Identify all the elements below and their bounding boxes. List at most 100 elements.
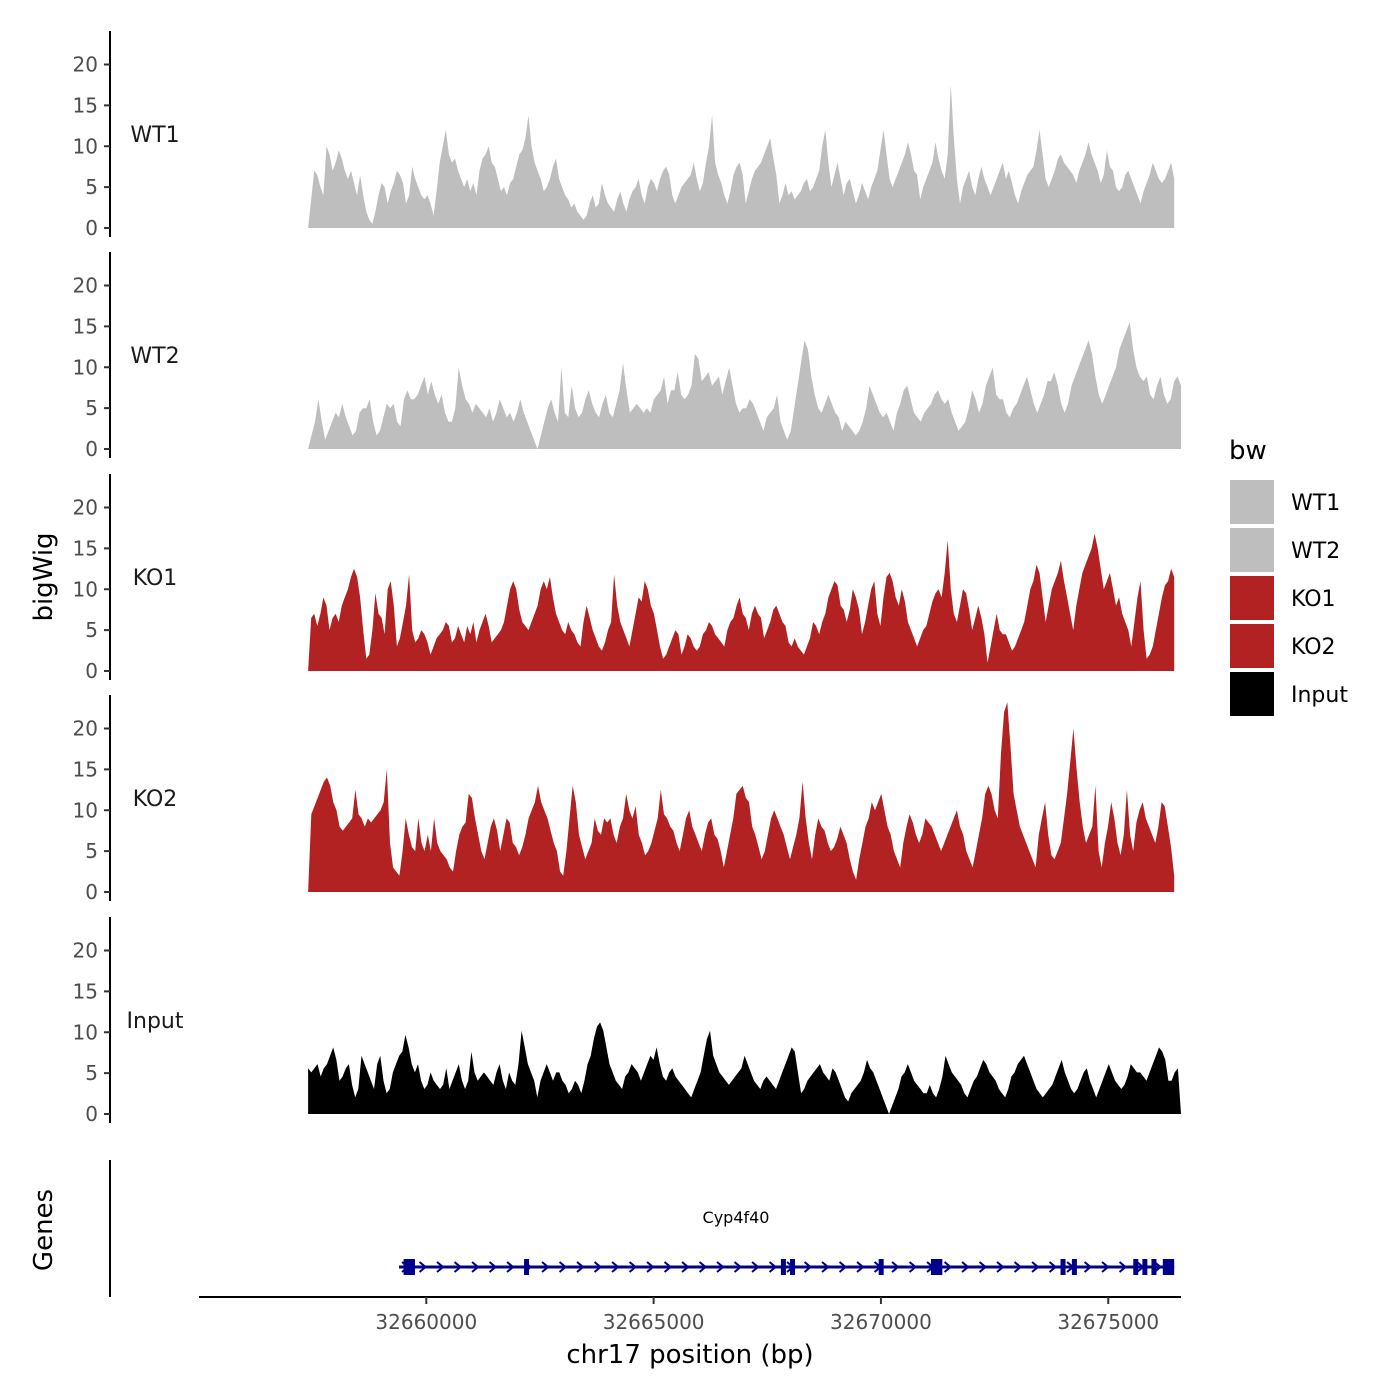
strand-arrow	[891, 1261, 900, 1273]
y-tick-label: 5	[85, 1061, 98, 1085]
gene-exon	[1142, 1259, 1148, 1275]
panel-label: KO2	[133, 787, 178, 812]
x-axis-title: chr17 position (bp)	[566, 1340, 813, 1370]
strand-arrow	[961, 1261, 970, 1273]
coverage-area-ko1	[308, 533, 1175, 671]
strand-arrow	[1118, 1261, 1128, 1273]
legend-label: KO1	[1291, 587, 1336, 612]
strand-arrow	[506, 1261, 515, 1273]
legend: bw WT1 WT2 KO1 KO2 Input	[1228, 436, 1348, 718]
legend-swatch-ko2	[1228, 622, 1276, 670]
x-axis-ticks: 32660000 32665000 32670000 32675000	[375, 1297, 1159, 1334]
y-tick-label: 20	[73, 939, 98, 963]
legend-swatch-wt1	[1228, 478, 1276, 526]
gene-model	[399, 1259, 1175, 1275]
strand-arrow	[1101, 1261, 1110, 1273]
coverage-area-ko2	[308, 702, 1175, 892]
y-tick-label: 20	[73, 274, 98, 298]
x-tick-label: 32660000	[375, 1310, 477, 1334]
gene-exon	[1151, 1259, 1157, 1275]
legend-swatch-ko1	[1228, 574, 1276, 622]
x-tick-label: 32675000	[1057, 1310, 1159, 1334]
y-tick-label: 20	[73, 53, 98, 77]
strand-arrow	[611, 1261, 620, 1273]
legend-label: WT2	[1291, 539, 1340, 564]
panel-wt1: 0 5 10 15 20 WT1	[73, 31, 1175, 240]
gene-exon	[524, 1259, 530, 1275]
y-tick-label: 15	[73, 757, 98, 781]
y-tick-label: 5	[85, 618, 98, 642]
panel-input: 0 5 10 15 20 Input	[73, 917, 1182, 1126]
strand-arrow	[978, 1261, 988, 1273]
strand-arrow	[943, 1261, 953, 1273]
y-tick-label: 10	[73, 798, 98, 822]
legend-label: WT1	[1291, 491, 1340, 516]
y-tick-label: 0	[85, 437, 98, 461]
y-tick-label: 0	[85, 1102, 98, 1126]
strand-arrow	[488, 1261, 498, 1273]
strand-arrow	[733, 1261, 743, 1273]
strand-arrow	[453, 1261, 463, 1273]
legend-label: KO2	[1291, 635, 1336, 660]
y-tick-label: 10	[73, 1020, 98, 1044]
x-tick-label: 32670000	[830, 1310, 932, 1334]
strand-arrow	[1013, 1261, 1023, 1273]
bigwig-panels: 0 5 10 15 20 WT1 0 5 10 15 20 WT2 0 5 10 15 20 KO1 0 5 10 15 2…	[73, 31, 1182, 1126]
panel-label: KO1	[133, 566, 178, 591]
panel-ko2: 0 5 10 15 20 KO2	[73, 695, 1175, 904]
y-tick-label: 10	[73, 355, 98, 379]
y-tick-label: 0	[85, 659, 98, 683]
legend-entries: WT1 WT2 KO1 KO2 Input	[1228, 478, 1348, 718]
strand-arrow	[418, 1261, 428, 1273]
gene-exon	[1060, 1259, 1066, 1275]
y-tick-label: 5	[85, 175, 98, 199]
x-axis: 32660000 32665000 32670000 32675000 chr17 p…	[199, 1296, 1181, 1370]
gene-exon	[930, 1259, 943, 1275]
strand-arrow	[1031, 1261, 1040, 1273]
y-axis-title: bigWig	[29, 532, 59, 621]
strand-arrow	[436, 1261, 445, 1273]
gene-exon	[1133, 1259, 1139, 1275]
gene-exon	[1071, 1259, 1077, 1275]
coverage-area-wt1	[308, 84, 1175, 229]
coverage-area-input	[308, 1022, 1182, 1114]
strand-arrow	[908, 1261, 918, 1273]
gene-track-panel: Genes Cyp4f40	[29, 1160, 1175, 1297]
strand-arrow	[1048, 1261, 1058, 1273]
panel-wt2: 0 5 10 15 20 WT2	[73, 252, 1182, 461]
strand-arrow	[768, 1261, 778, 1273]
y-tick-label: 0	[85, 216, 98, 240]
strand-arrow	[1153, 1261, 1163, 1273]
coverage-area-wt2	[308, 322, 1182, 449]
strand-arrow	[663, 1261, 673, 1273]
y-tick-label: 15	[73, 536, 98, 560]
gene-exon	[403, 1259, 415, 1275]
gene-track-label: Genes	[29, 1189, 59, 1271]
strand-arrow	[821, 1261, 830, 1273]
y-tick-label: 20	[73, 496, 98, 520]
gene-exon	[790, 1259, 796, 1275]
panel-label: Input	[127, 1009, 184, 1034]
strand-arrow	[1083, 1261, 1093, 1273]
y-tick-label: 5	[85, 839, 98, 863]
strand-arrow	[838, 1261, 848, 1273]
panel-label: WT1	[130, 123, 179, 148]
strand-arrow	[471, 1261, 480, 1273]
strand-arrow	[646, 1261, 655, 1273]
strand-arrow	[541, 1261, 550, 1273]
gene-exon	[878, 1259, 884, 1275]
y-tick-label: 10	[73, 134, 98, 158]
y-tick-label: 15	[73, 314, 98, 338]
panel-label: WT2	[130, 344, 179, 369]
legend-swatch-input	[1228, 670, 1276, 718]
y-tick-label: 5	[85, 396, 98, 420]
x-tick-label: 32665000	[603, 1310, 705, 1334]
legend-label: Input	[1291, 683, 1348, 708]
panel-ko1: 0 5 10 15 20 KO1	[73, 474, 1175, 683]
strand-arrow	[681, 1261, 690, 1273]
y-tick-label: 20	[73, 717, 98, 741]
legend-title: bw	[1229, 436, 1267, 466]
gene-name-label: Cyp4f40	[703, 1208, 770, 1227]
strand-arrow	[751, 1261, 760, 1273]
